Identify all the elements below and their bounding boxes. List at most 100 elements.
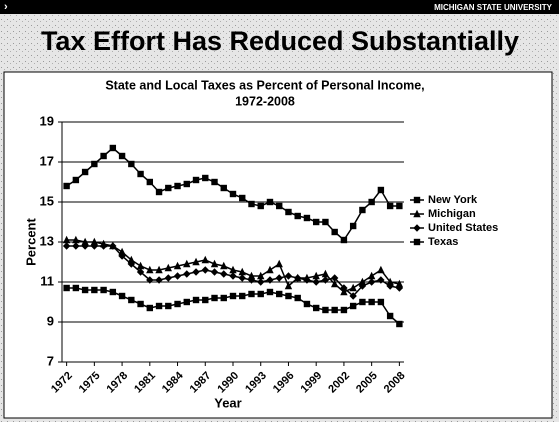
data-point [322,306,329,314]
data-point [72,242,80,250]
data-point [396,320,403,328]
data-point [72,235,80,244]
data-point [303,300,311,308]
data-point [340,306,348,314]
data-point [137,300,144,308]
data-point [146,276,154,284]
data-point [81,168,89,176]
data-point [63,182,70,190]
data-point [303,214,311,222]
data-point [275,274,283,282]
data-point [284,272,293,280]
legend-marker [413,238,421,246]
data-point [90,237,99,246]
data-point [81,237,89,246]
data-point [257,271,265,280]
data-point [312,304,320,312]
data-point [359,298,366,306]
data-point [109,144,117,152]
legend-marker [413,196,421,204]
data-point [72,176,80,184]
data-point [248,200,255,208]
data-point [276,202,283,210]
data-point [229,292,237,300]
data-point [340,284,348,292]
data-point [358,282,367,290]
data-point [220,261,228,270]
data-point [127,255,136,264]
data-point [63,284,70,292]
data-point [386,202,394,210]
data-point [377,276,385,284]
y-tick-label: 13 [40,233,54,248]
data-point [174,300,181,308]
data-point [377,298,385,306]
data-point [174,182,181,190]
data-point [109,288,117,296]
data-point [146,265,154,274]
data-point [340,236,348,244]
data-point [201,255,209,264]
data-point [183,180,190,188]
data-point [192,176,200,184]
top-bar [0,0,559,14]
data-point [229,265,237,274]
data-point [294,294,301,302]
data-point [266,265,274,274]
data-point [192,268,200,276]
data-point [386,277,394,286]
data-point [330,274,339,282]
data-point [211,294,218,302]
data-point [275,259,283,268]
data-point [211,178,218,186]
data-point [183,259,191,268]
data-point [165,184,172,192]
data-point [100,152,107,160]
data-point [202,174,209,182]
legend-label: Michigan [428,208,476,220]
data-point [201,266,209,274]
data-point [247,276,256,284]
data-point [312,218,320,226]
legend-label: New York [428,194,478,206]
data-point [359,206,366,214]
data-point [202,296,209,304]
data-point [238,267,246,276]
data-point [137,170,144,178]
data-point [266,288,274,296]
x-axis-label: Year [214,395,241,410]
data-point [118,292,126,300]
data-point [192,257,200,266]
data-point [229,272,237,280]
data-point [128,296,135,304]
data-point [257,278,265,286]
y-tick-label: 7 [47,353,54,368]
data-point [192,296,200,304]
data-point [386,312,394,320]
data-point [155,276,163,284]
data-point [81,242,89,250]
y-tick-label: 11 [40,273,54,288]
data-point [395,279,404,288]
data-point [248,290,255,298]
data-point [377,265,385,274]
data-point [395,284,404,292]
data-point [238,274,246,282]
data-point [155,188,163,196]
data-point [136,268,145,276]
data-point [349,292,357,300]
data-point [312,271,320,280]
data-point [164,263,172,272]
data-point [257,290,264,298]
data-point [62,235,71,244]
data-point [118,252,126,260]
data-point [146,178,154,186]
data-point [118,152,126,160]
data-point [285,208,292,216]
data-point [155,302,163,310]
chart-title: State and Local Taxes as Percent of Pers… [105,78,424,92]
data-point [210,259,219,268]
data-point [386,282,394,290]
data-point [173,272,182,280]
data-point [377,186,385,194]
